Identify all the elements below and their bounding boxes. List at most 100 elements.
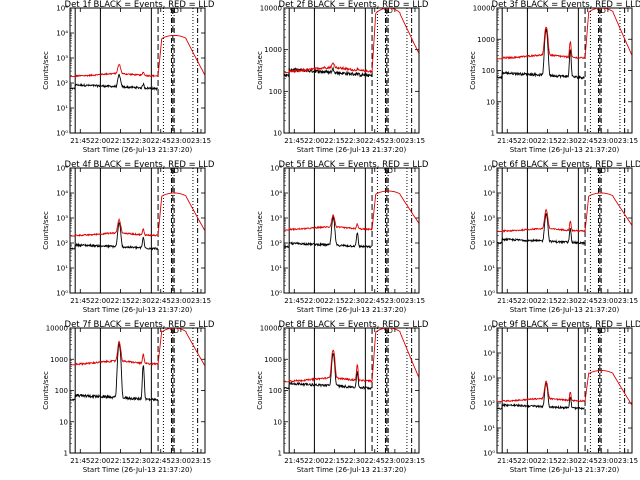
x-axis-label: Start Time (26-Jul-13 21:37:20) (83, 306, 193, 314)
curves (284, 328, 419, 391)
x-tick-label: 23:15 (405, 457, 425, 465)
x-tick-label: 22:30 (558, 137, 578, 145)
y-tick-label: 10³ (56, 55, 68, 63)
y-tick-label: 10000 (46, 325, 68, 333)
x-tick-label: 22:15 (110, 137, 130, 145)
x-tick-label: 22:15 (110, 297, 130, 305)
x-tick-label: 21:45 (497, 137, 517, 145)
y-tick-label: 10⁰ (483, 450, 495, 458)
events-series-line (284, 353, 373, 391)
y-tick-label: 1000 (50, 356, 68, 364)
x-axis-label: Start Time (26-Jul-13 21:37:20) (297, 146, 407, 154)
y-tick-label: 10³ (56, 215, 68, 223)
y-axis-label: Counts/sec (256, 51, 264, 90)
y-tick-label: 10² (270, 240, 282, 248)
y-tick-label: 10² (56, 240, 68, 248)
panel-det-3: Det 3f BLACK = Events, RED = LLD 1 10 100 10… (469, 0, 640, 154)
x-tick-label: 23:00 (385, 137, 405, 145)
lld-series-line (284, 190, 419, 232)
y-tick-label: 10⁵ (56, 5, 68, 13)
curves (70, 192, 205, 251)
lld-series-line (70, 34, 205, 78)
panel-det-6: Det 6f BLACK = Events, RED = LLD 10⁰ 10¹ 10… (469, 160, 640, 314)
x-tick-label: 22:45 (365, 457, 385, 465)
panel-title: Det 7f BLACK = Events, RED = LLD (65, 320, 215, 330)
y-tick-label: 10² (56, 80, 68, 88)
curves (497, 370, 632, 411)
events-series-line (497, 382, 585, 411)
x-tick-label: 21:45 (70, 297, 90, 305)
y-tick-label: 10¹ (56, 265, 68, 273)
marker-label-s: S (597, 167, 602, 175)
y-tick-label: 10000 (473, 5, 495, 13)
events-series-line (284, 215, 372, 249)
x-tick-label: 22:00 (304, 457, 324, 465)
x-tick-label: 22:15 (537, 297, 557, 305)
x-tick-label: 23:15 (191, 297, 211, 305)
x-tick-label: 22:00 (90, 457, 110, 465)
x-tick-label: 22:15 (324, 137, 344, 145)
x-tick-label: 22:15 (324, 297, 344, 305)
y-tick-label: 10000 (260, 325, 282, 333)
x-tick-label: 22:45 (151, 137, 171, 145)
curves (70, 328, 205, 402)
y-axis-label: Counts/sec (469, 211, 477, 250)
y-tick-label: 1 (491, 130, 495, 138)
y-tick-label: 100 (482, 67, 495, 75)
plot-frame (69, 327, 206, 454)
panel-det-7: Det 7f BLACK = Events, RED = LLD 1 10 100 10… (42, 320, 215, 474)
x-tick-label: 22:30 (131, 297, 151, 305)
panel-det-2: Det 2f BLACK = Events, RED = LLD 10 100 100… (256, 0, 429, 154)
y-tick-label: 10 (273, 130, 282, 138)
y-tick-label: 10⁴ (56, 30, 68, 38)
x-tick-label: 22:30 (131, 457, 151, 465)
panel-det-1: Det 1f BLACK = Events, RED = LLD 10⁰ 10¹ 10… (42, 0, 215, 154)
y-tick-label: 10³ (483, 375, 495, 383)
x-tick-label: 21:45 (284, 457, 304, 465)
panel-det-4: Det 4f BLACK = Events, RED = LLD 10⁰ 10¹ 10… (42, 160, 215, 314)
x-axis-label: Start Time (26-Jul-13 21:37:20) (297, 306, 407, 314)
x-tick-label: 23:00 (598, 457, 618, 465)
x-tick-label: 22:00 (517, 457, 537, 465)
lld-series-line (284, 328, 419, 383)
y-axis-label: Counts/sec (42, 371, 50, 410)
x-tick-label: 23:15 (191, 457, 211, 465)
panel-title: Det 6f BLACK = Events, RED = LLD (492, 160, 640, 170)
y-tick-label: 100 (269, 387, 282, 395)
y-tick-label: 10⁵ (56, 165, 68, 173)
x-tick-label: 22:45 (578, 137, 598, 145)
x-tick-label: 22:45 (151, 297, 171, 305)
y-tick-label: 1 (278, 450, 282, 458)
x-tick-label: 22:30 (558, 297, 578, 305)
plot-frame (69, 7, 206, 134)
curves (284, 190, 419, 249)
panel-title: Det 3f BLACK = Events, RED = LLD (492, 0, 640, 10)
y-tick-label: 10 (486, 98, 495, 106)
x-tick-label: 21:45 (284, 137, 304, 145)
x-axis-label: Start Time (26-Jul-13 21:37:20) (297, 466, 407, 474)
x-tick-label: 22:30 (345, 137, 365, 145)
x-tick-label: 23:00 (171, 137, 191, 145)
marker-label-s: S (170, 327, 175, 335)
x-tick-label: 22:45 (578, 297, 598, 305)
x-tick-label: 22:00 (304, 137, 324, 145)
marker-label-s: S (597, 7, 602, 15)
panel-det-5: Det 5f BLACK = Events, RED = LLD 10⁰ 10¹ 10… (256, 160, 429, 314)
x-tick-label: 21:45 (497, 297, 517, 305)
events-series-line (497, 28, 585, 80)
marker-label-d: D (600, 7, 605, 15)
y-axis-label: Counts/sec (42, 51, 50, 90)
marker-label-d: D (387, 7, 392, 15)
lld-series-line (284, 8, 419, 74)
x-tick-label: 22:00 (517, 137, 537, 145)
curves (70, 34, 205, 92)
y-tick-label: 10¹ (483, 265, 495, 273)
x-tick-label: 22:30 (345, 457, 365, 465)
x-tick-label: 23:15 (618, 297, 638, 305)
panel-title: Det 9f BLACK = Events, RED = LLD (492, 320, 640, 330)
x-tick-label: 23:00 (171, 297, 191, 305)
lld-series-line (497, 8, 632, 60)
y-tick-label: 10⁰ (483, 290, 495, 298)
curves (497, 8, 632, 80)
marker-label-s: S (170, 167, 175, 175)
